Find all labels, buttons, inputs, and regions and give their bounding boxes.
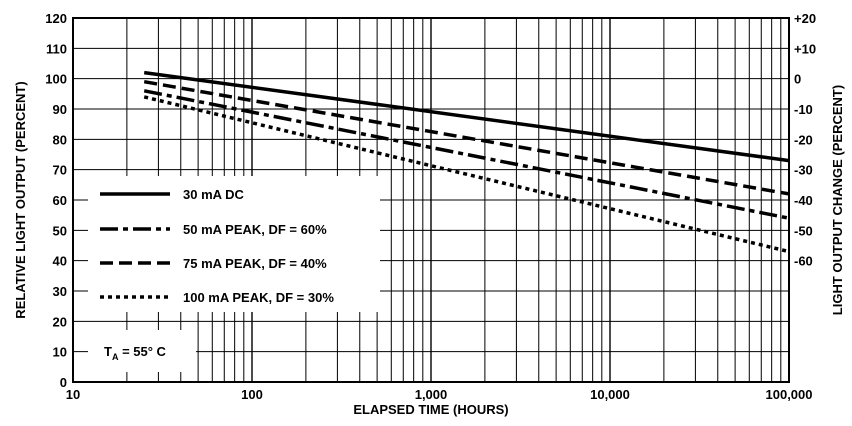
y-tick-label: 100 xyxy=(45,72,67,87)
x-tick-label: 100 xyxy=(241,387,263,402)
legend-box xyxy=(88,176,380,312)
y2-axis-label: LIGHT OUTPUT CHANGE (PERCENT) xyxy=(830,85,845,315)
y2-tick-label: +20 xyxy=(794,11,816,26)
legend-label-4: 100 mA PEAK, DF = 30% xyxy=(183,290,334,305)
y-tick-label: 90 xyxy=(53,102,67,117)
y-tick-label: 40 xyxy=(53,254,67,269)
y2-tick-label: -20 xyxy=(794,132,813,147)
y2-tick-label: -30 xyxy=(794,163,813,178)
series-line-1 xyxy=(143,70,790,163)
y2-tick-label: -60 xyxy=(794,254,813,269)
y-tick-label: 50 xyxy=(53,223,67,238)
annotation-subscript: A xyxy=(112,352,119,362)
annotation-prefix: T xyxy=(104,344,112,359)
legend: 30 mA DC 50 mA PEAK, DF = 60% 75 mA PEAK, … xyxy=(88,176,380,312)
x-tick-label: 1,000 xyxy=(415,387,448,402)
x-tick-label: 10 xyxy=(66,387,80,402)
legend-label-1: 30 mA DC xyxy=(183,187,245,202)
series-line-3 xyxy=(143,79,790,196)
temperature-annotation: TA = 55° C xyxy=(88,330,196,372)
series-lines xyxy=(143,70,790,254)
annotation-suffix: = 55° C xyxy=(118,344,166,359)
y-tick-label: 0 xyxy=(60,375,67,390)
annotation-box xyxy=(88,330,196,372)
y-tick-label: 30 xyxy=(53,284,67,299)
x-axis-label: ELAPSED TIME (HOURS) xyxy=(353,402,508,417)
x-tick-label: 100,000 xyxy=(766,387,813,402)
y2-tick-label: 0 xyxy=(794,72,801,87)
legend-label-2: 50 mA PEAK, DF = 60% xyxy=(183,222,327,237)
y-tick-label: 80 xyxy=(53,132,67,147)
y2-tick-label: -50 xyxy=(794,223,813,238)
y2-tick-label: -40 xyxy=(794,193,813,208)
y-tick-label: 70 xyxy=(53,163,67,178)
y2-tick-label: -10 xyxy=(794,102,813,117)
y-tick-label: 20 xyxy=(53,314,67,329)
legend-label-3: 75 mA PEAK, DF = 40% xyxy=(183,256,327,271)
series-line-4 xyxy=(143,95,790,254)
y-tick-label: 120 xyxy=(45,11,67,26)
y-tick-label: 60 xyxy=(53,193,67,208)
series-line-2 xyxy=(143,89,790,220)
x-tick-label: 10,000 xyxy=(590,387,630,402)
y-tick-label: 110 xyxy=(46,41,67,56)
temperature-annotation-text: TA = 55° C xyxy=(104,344,167,362)
y-tick-label: 10 xyxy=(53,345,67,360)
plot-frame xyxy=(72,17,790,383)
y2-tick-label: +10 xyxy=(794,41,816,56)
y-axis-label: RELATIVE LIGHT OUTPUT (PERCENT) xyxy=(13,81,28,318)
